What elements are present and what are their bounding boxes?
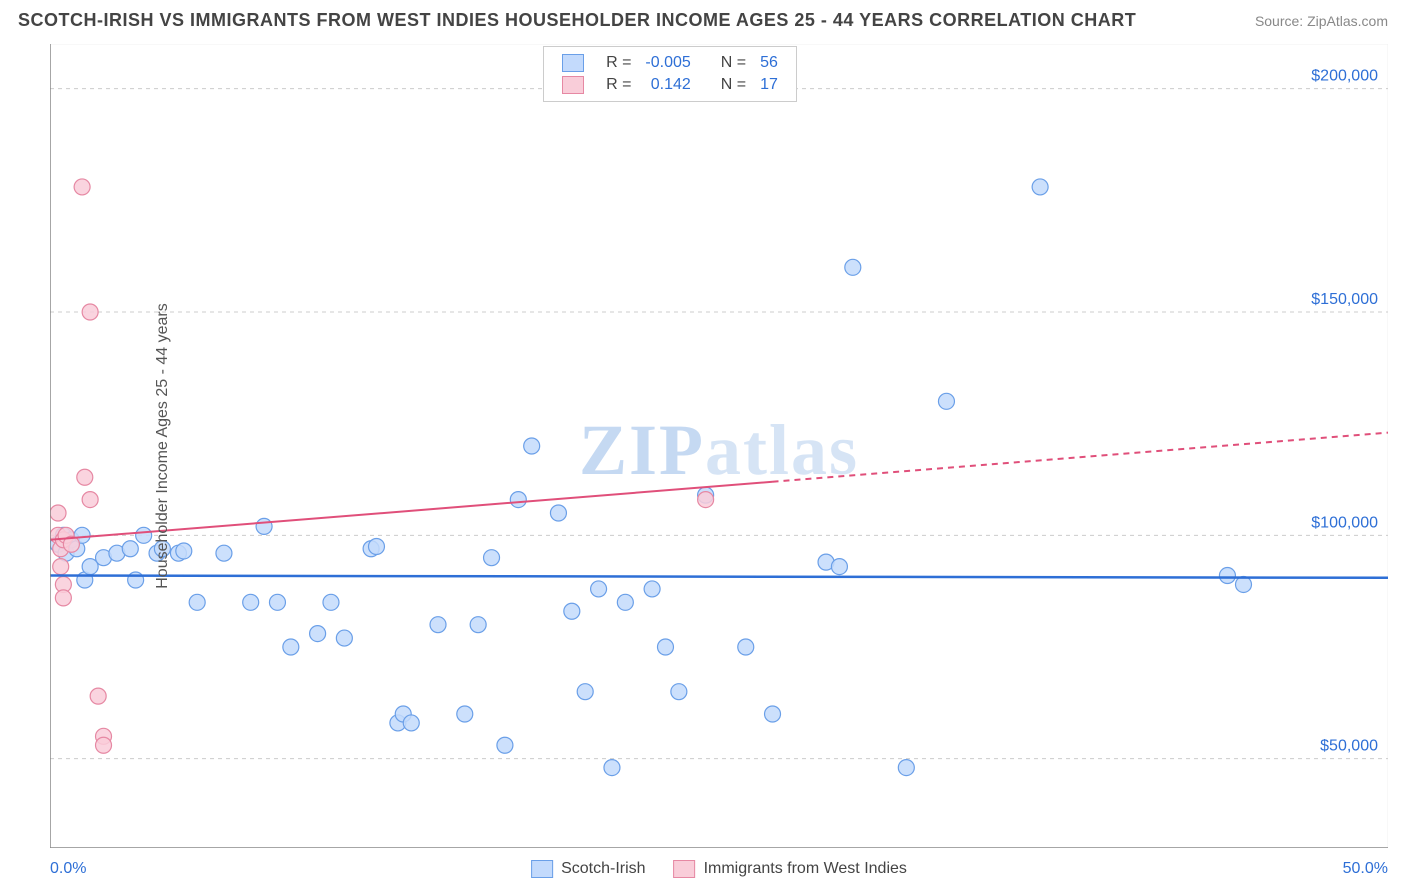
svg-text:$200,000: $200,000	[1311, 68, 1378, 85]
source-label: Source:	[1255, 13, 1307, 29]
scatter-chart: ZIPatlas $50,000$100,000$150,000$200,000…	[50, 44, 1388, 848]
chart-title: SCOTCH-IRISH VS IMMIGRANTS FROM WEST IND…	[18, 10, 1136, 31]
legend-label-west-indies: Immigrants from West Indies	[704, 860, 907, 877]
svg-text:$150,000: $150,000	[1311, 291, 1378, 308]
r-label: R =	[600, 75, 637, 95]
legend-row-scotch-irish: R = -0.005 N = 56	[556, 53, 784, 73]
legend-stats: R = -0.005 N = 56 R = 0.142 N = 17	[554, 51, 786, 97]
svg-text:$50,000: $50,000	[1320, 738, 1378, 755]
swatch-scotch-irish	[531, 860, 553, 878]
n-value-scotch-irish: 56	[754, 53, 784, 73]
r-value-west-indies: 0.142	[639, 75, 696, 95]
y-axis-tick-labels: $50,000 $100,000 $150,000 $200,000	[1311, 68, 1378, 755]
x-axis-min-label: 0.0%	[50, 860, 86, 878]
legend-bottom: Scotch-Irish Immigrants from West Indies	[531, 860, 907, 878]
n-label: N =	[715, 53, 752, 73]
legend-item-scotch-irish: Scotch-Irish	[531, 860, 645, 878]
r-label: R =	[600, 53, 637, 73]
legend-top-container: R = -0.005 N = 56 R = 0.142 N = 17	[470, 46, 870, 116]
r-value-scotch-irish: -0.005	[639, 53, 696, 73]
legend-row-west-indies: R = 0.142 N = 17	[556, 75, 784, 95]
swatch-west-indies	[674, 860, 696, 878]
y-axis-label: Householder Income Ages 25 - 44 years	[154, 303, 172, 589]
n-label: N =	[715, 75, 752, 95]
swatch-scotch-irish	[562, 54, 584, 72]
chart-header: SCOTCH-IRISH VS IMMIGRANTS FROM WEST IND…	[0, 0, 1406, 37]
svg-text:$100,000: $100,000	[1311, 514, 1378, 531]
x-axis-max-label: 50.0%	[1343, 860, 1388, 878]
plot-area: Householder Income Ages 25 - 44 years ZI…	[50, 44, 1388, 848]
legend-label-scotch-irish: Scotch-Irish	[561, 860, 645, 877]
source-value: ZipAtlas.com	[1307, 13, 1388, 29]
chart-source: Source: ZipAtlas.com	[1255, 13, 1388, 29]
chart-footer: 0.0% Scotch-Irish Immigrants from West I…	[50, 852, 1388, 886]
n-value-west-indies: 17	[754, 75, 784, 95]
swatch-west-indies	[562, 76, 584, 94]
legend-item-west-indies: Immigrants from West Indies	[674, 860, 907, 878]
